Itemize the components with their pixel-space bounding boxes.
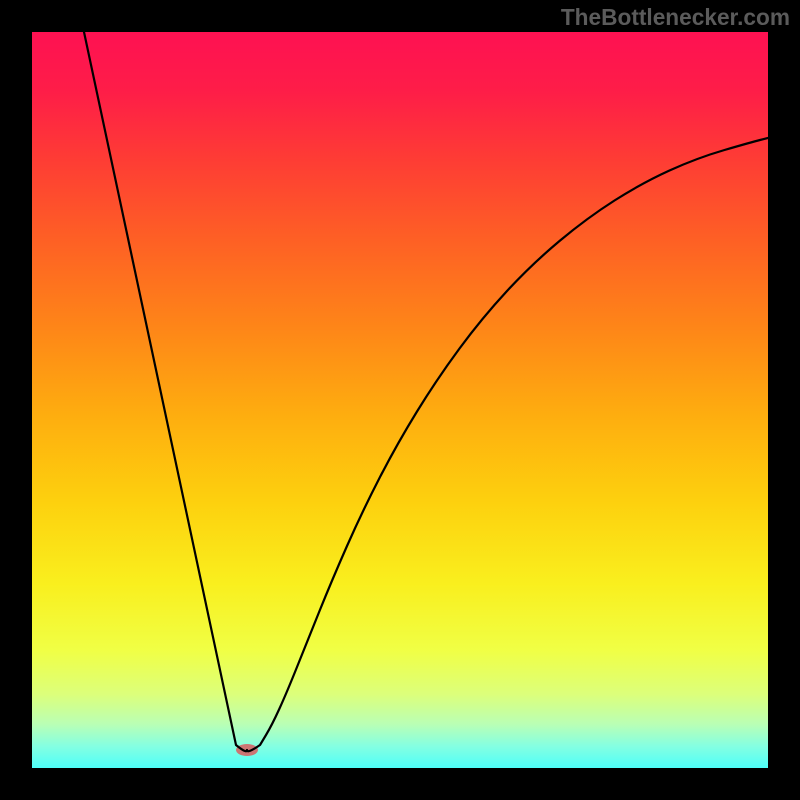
chart-container: TheBottlenecker.com — [0, 0, 800, 800]
plot-area — [32, 32, 768, 768]
bottleneck-chart — [0, 0, 800, 800]
watermark-text: TheBottlenecker.com — [561, 4, 790, 31]
gradient-background — [32, 32, 768, 768]
